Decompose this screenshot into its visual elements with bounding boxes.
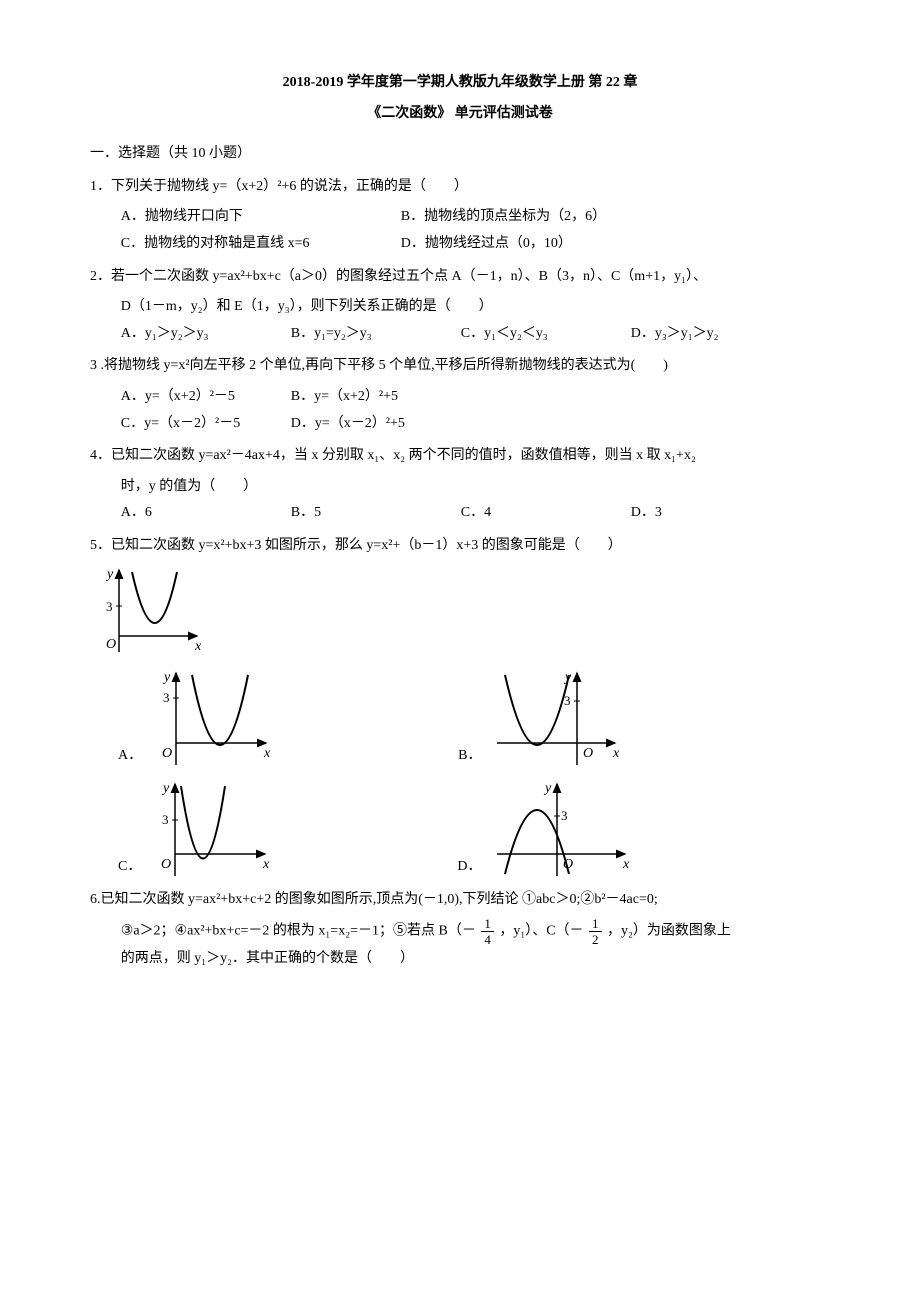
- parabola-d-icon: y x O 3: [487, 776, 637, 881]
- svg-text:O: O: [563, 857, 573, 872]
- svg-text:O: O: [162, 746, 172, 761]
- svg-text:x: x: [612, 746, 620, 761]
- q5-options-row2: C． y x O 3 D． y x O 3: [118, 776, 830, 881]
- parabola-b-icon: y x O 3: [487, 665, 627, 770]
- svg-text:y: y: [563, 670, 572, 685]
- section-heading: 一．选择题（共 10 小题）: [90, 141, 830, 168]
- q3-opt-d: D．y=（x－2）²+5: [291, 411, 461, 438]
- q6-line2-pre: ③a＞2；④ax²+bx+c=－2 的根为 x₁=x₂=－1；⑤若点 B（－: [121, 924, 476, 939]
- q1-options-row1: A．抛物线开口向下 B．抛物线的顶点坐标为（2，6）: [90, 204, 830, 231]
- q5-opt-a-label: A．: [118, 743, 142, 770]
- q5-opt-c-cell: C． y x O 3: [118, 776, 277, 881]
- q5-opt-b-label: B．: [458, 743, 481, 770]
- q5-opt-a-cell: A． y x O 3: [118, 665, 278, 770]
- frac1-num: 1: [481, 917, 494, 932]
- question-2a: 2．若一个二次函数 y=ax²+bx+c（a＞0）的图象经过五个点 A（－1，n…: [90, 264, 830, 291]
- question-5: 5．已知二次函数 y=x²+bx+3 如图所示，那么 y=x²+（b－1）x+3…: [90, 533, 830, 560]
- q5-options-row1: A． y x O 3 B． y x O 3: [118, 665, 830, 770]
- q4-opt-b: B．5: [291, 500, 461, 527]
- q4-opt-c: C．4: [461, 500, 631, 527]
- q6-line2-mid2: ，y₂）为函数图象上: [607, 924, 731, 939]
- q3-options-row1: A．y=（x+2）²－5 B．y=（x+2）²+5: [90, 384, 830, 411]
- page-subtitle: 《二次函数》 单元评估测试卷: [90, 101, 830, 128]
- q6-line2-mid1: ，y₁）、C（－: [499, 924, 583, 939]
- svg-text:3: 3: [564, 693, 571, 708]
- q4-opt-a: A．6: [121, 500, 291, 527]
- q5-opt-c-label: C．: [118, 854, 141, 881]
- svg-text:O: O: [583, 746, 593, 761]
- question-3: 3 .将抛物线 y=x²向左平移 2 个单位,再向下平移 5 个单位,平移后所得…: [90, 353, 830, 380]
- question-6c: 的两点，则 y₁＞y₂．其中正确的个数是（ ）: [90, 946, 830, 973]
- q3-opt-a: A．y=（x+2）²－5: [121, 384, 291, 411]
- q1-options-row2: C．抛物线的对称轴是直线 x=6 D．抛物线经过点（0，10）: [90, 231, 830, 258]
- q5-opt-b-cell: B． y x O 3: [458, 665, 627, 770]
- svg-text:y: y: [161, 781, 170, 796]
- frac2-den: 2: [589, 932, 602, 946]
- parabola-c-icon: y x O 3: [147, 776, 277, 881]
- fraction-1-2: 1 2: [587, 917, 604, 946]
- parabola-a-icon: y x O 3: [148, 665, 278, 770]
- q5-opt-d-cell: D． y x O 3: [457, 776, 637, 881]
- svg-text:O: O: [161, 857, 171, 872]
- svg-text:y: y: [105, 567, 114, 582]
- svg-text:3: 3: [106, 599, 113, 614]
- svg-text:x: x: [263, 746, 271, 761]
- svg-text:3: 3: [561, 808, 568, 823]
- question-4b: 时，y 的值为（ ）: [90, 474, 830, 501]
- q3-opt-b: B．y=（x+2）²+5: [291, 384, 461, 411]
- svg-text:3: 3: [162, 812, 169, 827]
- q2-opt-b: B．y₁=y₂＞y₃: [291, 321, 461, 348]
- q5-stem-figure: y x O 3: [97, 564, 830, 659]
- q4-opt-d: D．3: [631, 500, 801, 527]
- svg-text:x: x: [194, 639, 202, 654]
- q2-opt-c: C．y₁＜y₂＜y₃: [461, 321, 631, 348]
- frac2-num: 1: [589, 917, 602, 932]
- q2-options: A．y₁＞y₂＞y₃ B．y₁=y₂＞y₃ C．y₁＜y₂＜y₃ D．y₃＞y₁…: [90, 321, 830, 348]
- question-6b: ③a＞2；④ax²+bx+c=－2 的根为 x₁=x₂=－1；⑤若点 B（－ 1…: [90, 917, 830, 946]
- q1-opt-b: B．抛物线的顶点坐标为（2，6）: [401, 204, 681, 231]
- q1-opt-a: A．抛物线开口向下: [121, 204, 401, 231]
- svg-text:y: y: [543, 781, 552, 796]
- fraction-1-4: 1 4: [479, 917, 496, 946]
- svg-text:3: 3: [163, 690, 170, 705]
- question-4a: 4．已知二次函数 y=ax²－4ax+4，当 x 分别取 x₁、x₂ 两个不同的…: [90, 443, 830, 470]
- q5-opt-d-label: D．: [457, 854, 481, 881]
- frac1-den: 4: [481, 932, 494, 946]
- q3-opt-c: C．y=（x－2）²－5: [121, 411, 291, 438]
- page-title: 2018-2019 学年度第一学期人教版九年级数学上册 第 22 章: [90, 70, 830, 97]
- question-6a: 6.已知二次函数 y=ax²+bx+c+2 的图象如图所示,顶点为(－1,0),…: [90, 887, 830, 914]
- question-2b: D（1－m，y₂）和 E（1，y₃），则下列关系正确的是（ ）: [90, 294, 830, 321]
- q2-opt-d: D．y₃＞y₁＞y₂: [631, 321, 801, 348]
- q3-stem: 3 .将抛物线 y=x²向左平移 2 个单位,再向下平移 5 个单位,平移后所得…: [90, 358, 668, 373]
- q3-options-row2: C．y=（x－2）²－5 D．y=（x－2）²+5: [90, 411, 830, 438]
- svg-text:O: O: [106, 637, 116, 652]
- parabola-stem-icon: y x O 3: [97, 564, 207, 659]
- svg-text:x: x: [622, 857, 630, 872]
- q2-opt-a: A．y₁＞y₂＞y₃: [121, 321, 291, 348]
- q1-opt-d: D．抛物线经过点（0，10）: [401, 231, 681, 258]
- q4-options: A．6 B．5 C．4 D．3: [90, 500, 830, 527]
- svg-text:x: x: [262, 857, 270, 872]
- q1-opt-c: C．抛物线的对称轴是直线 x=6: [121, 231, 401, 258]
- svg-text:y: y: [162, 670, 171, 685]
- question-1: 1．下列关于抛物线 y=（x+2）²+6 的说法，正确的是（ ）: [90, 174, 830, 201]
